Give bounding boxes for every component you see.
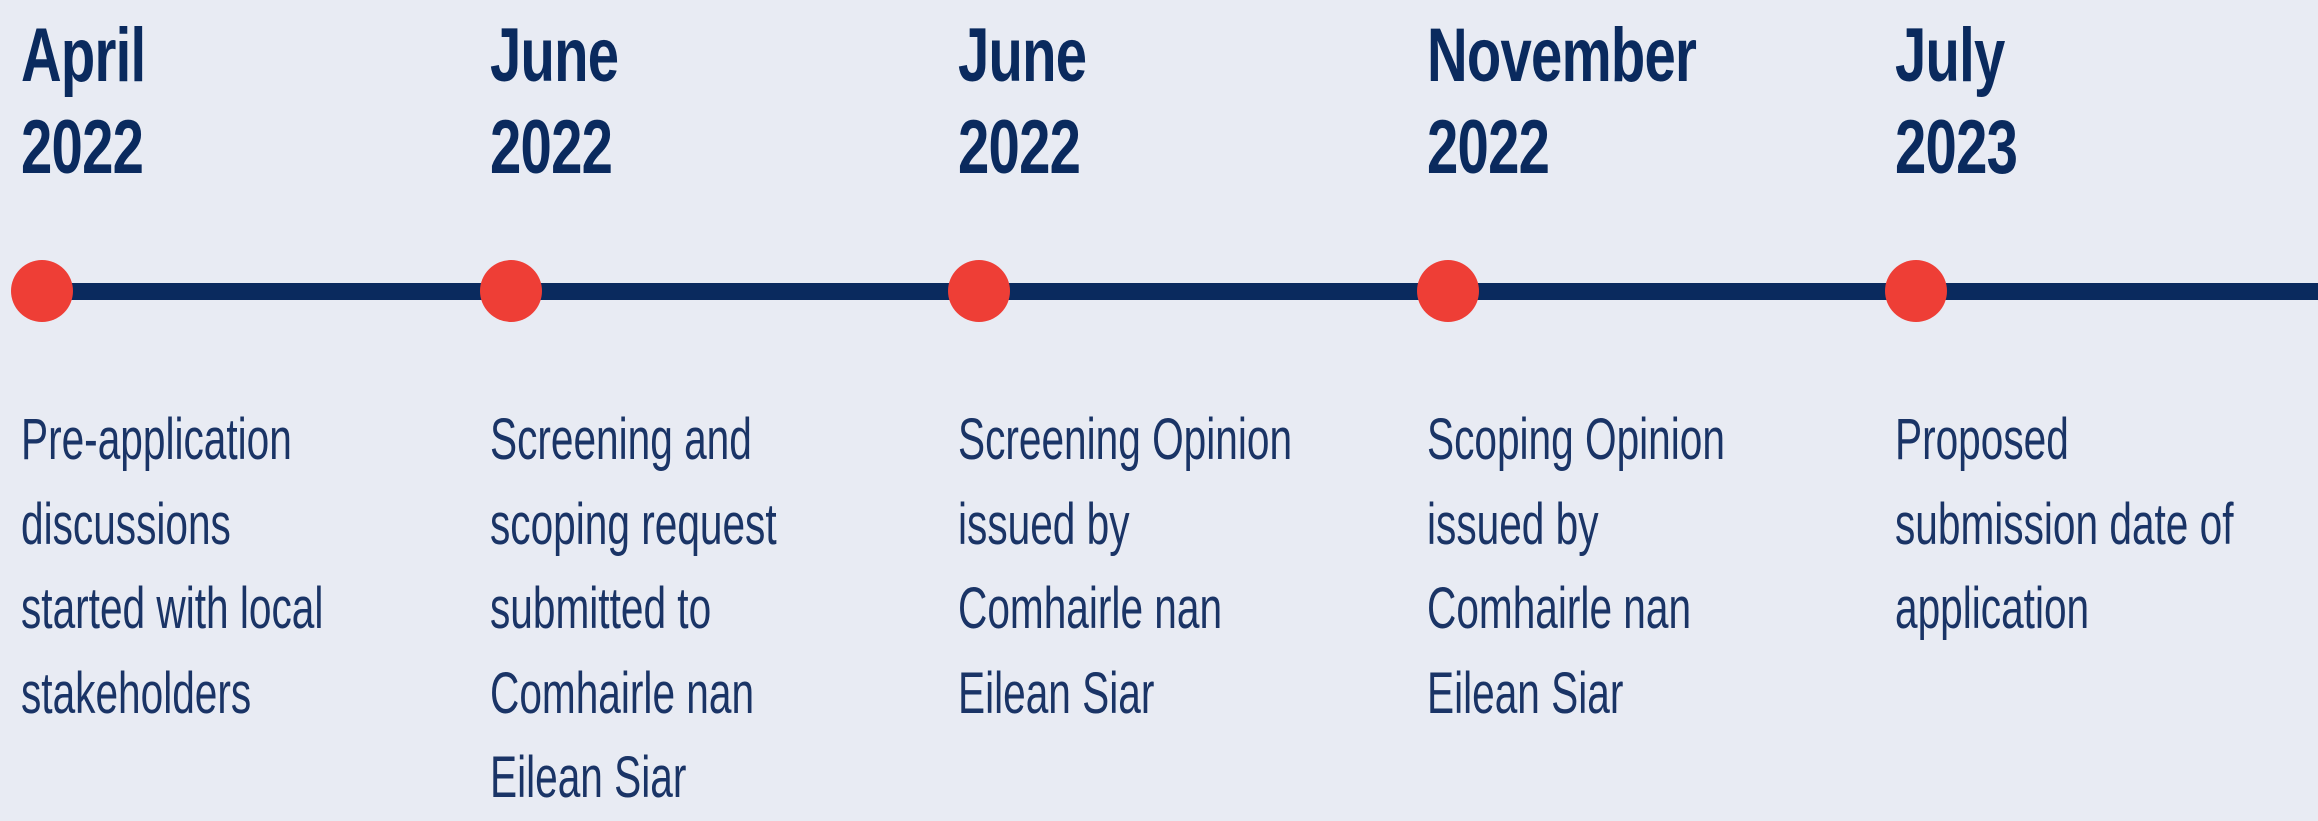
event-date: April 2022 — [21, 10, 146, 194]
description-line: Proposed — [1895, 407, 2069, 472]
description-line: discussions — [21, 491, 231, 557]
description-line: Comhairle nan — [489, 660, 754, 726]
date-month: June — [958, 13, 1087, 98]
date-month: November — [1426, 13, 1697, 98]
event-description: Proposed submission date of application — [1895, 398, 2234, 652]
description-line: issued by — [958, 491, 1130, 557]
timeline-dot — [11, 260, 73, 322]
description-line: application — [1895, 576, 2090, 641]
description-line: Screening Opinion — [958, 407, 1293, 472]
description-line: stakeholders — [21, 660, 252, 726]
event-date: June 2022 — [489, 10, 619, 194]
description-line: Pre-application — [21, 407, 292, 472]
date-year: 2022 — [21, 105, 144, 190]
timeline-dot — [1885, 260, 1947, 322]
description-line: Comhairle nan — [1426, 576, 1691, 641]
date-month: April — [21, 13, 146, 98]
event-description: Screening Opinion issued by Comhairle nan E… — [958, 398, 1292, 736]
date-month: June — [489, 13, 619, 98]
event-date: July 2023 — [1895, 10, 2018, 194]
date-year: 2022 — [489, 105, 613, 190]
date-year: 2022 — [958, 105, 1081, 190]
description-line: Eilean Siar — [1426, 660, 1623, 726]
description-line: Eilean Siar — [489, 745, 686, 810]
timeline-bar — [41, 283, 2318, 300]
description-line: Eilean Siar — [958, 660, 1155, 726]
description-line: started with local — [21, 576, 324, 641]
date-month: July — [1895, 13, 2005, 98]
event-description: Pre-application discussions started with l… — [21, 398, 323, 736]
event-description: Screening and scoping request submitted to… — [490, 398, 777, 821]
event-date: November 2022 — [1426, 10, 1697, 194]
description-line: submitted to — [489, 576, 711, 641]
description-line: issued by — [1426, 491, 1599, 557]
timeline-dot — [1416, 260, 1479, 322]
description-line: Screening and — [489, 407, 752, 472]
date-year: 2023 — [1895, 105, 2018, 190]
description-line: Scoping Opinion — [1426, 407, 1725, 472]
timeline-page: April 2022 Pre-application discussions start… — [11, 10, 2318, 810]
event-description: Scoping Opinion issued by Comhairle nan Eil… — [1427, 398, 1725, 736]
description-line: submission date of — [1895, 491, 2234, 557]
event-date: June 2022 — [958, 10, 1087, 194]
description-line: Comhairle nan — [958, 576, 1223, 641]
date-year: 2022 — [1426, 105, 1550, 190]
description-line: scoping request — [489, 491, 777, 557]
timeline-dot — [479, 260, 542, 322]
timeline-dot — [948, 260, 1010, 322]
